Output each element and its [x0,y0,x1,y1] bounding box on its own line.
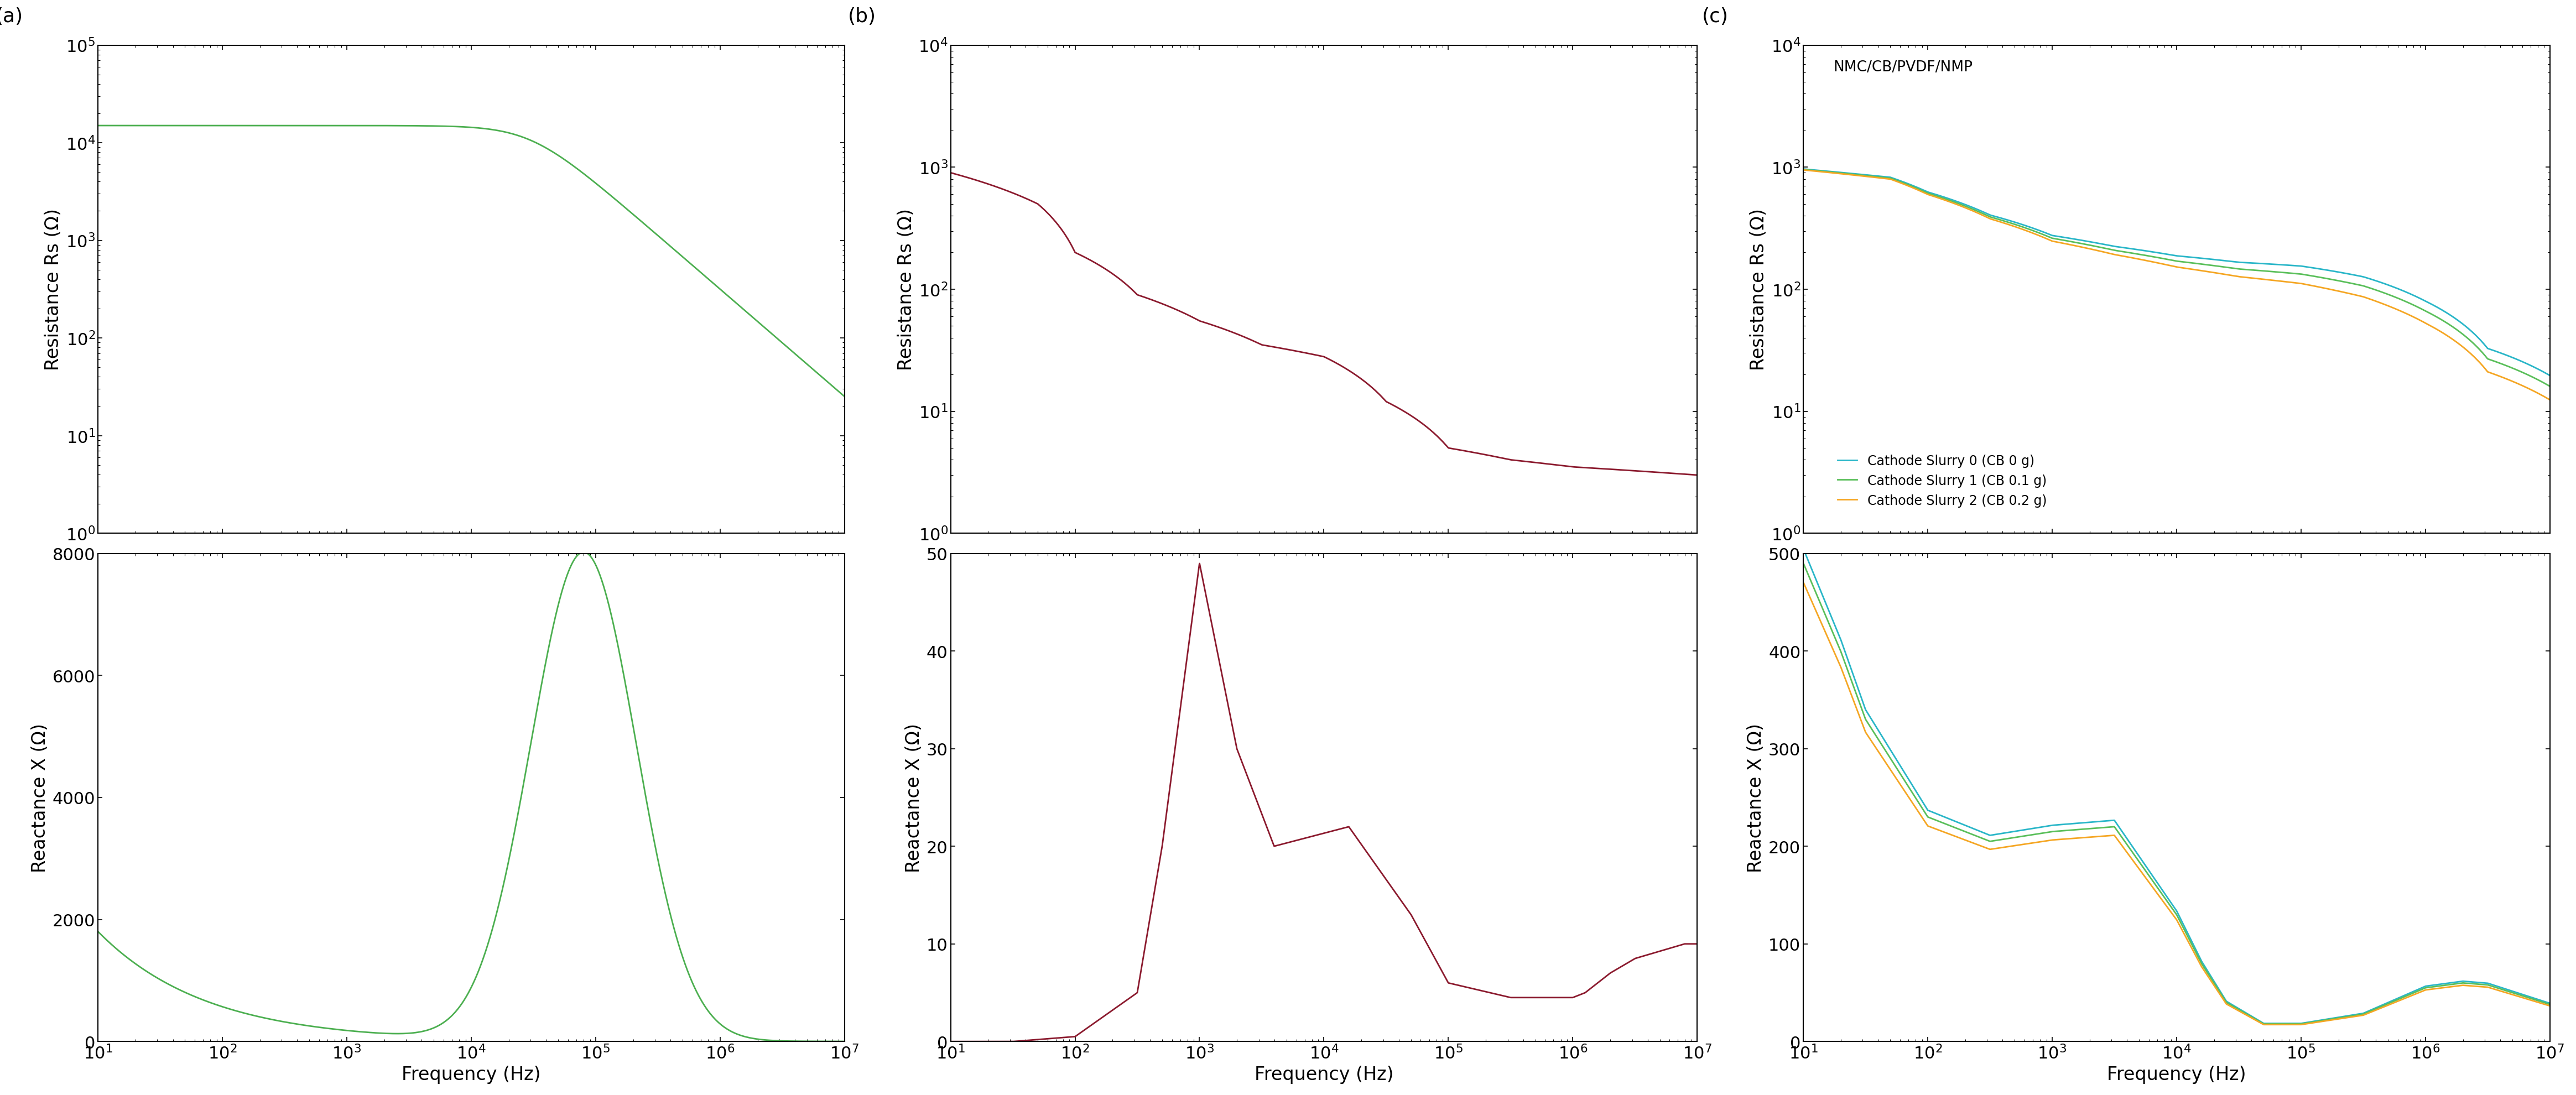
Y-axis label: Resistance Rs (Ω): Resistance Rs (Ω) [44,209,62,370]
Cathode Slurry 0 (CB 0 g) [2074,235,2105,249]
Cathode Slurry 1 (CB 0.1 g) [2074,239,2105,252]
X-axis label: Frequency (Hz): Frequency (Hz) [2107,1065,2246,1083]
Cathode Slurry 1 (CB 0.1 g) [1788,163,1819,176]
Cathode Slurry 2 (CB 0.2 g) [1788,164,1819,177]
Text: (c): (c) [1703,8,1728,26]
Line: Cathode Slurry 2 (CB 0.2 g): Cathode Slurry 2 (CB 0.2 g) [1803,171,2550,400]
X-axis label: Frequency (Hz): Frequency (Hz) [402,1065,541,1083]
Cathode Slurry 0 (CB 0 g) [2439,312,2470,325]
Cathode Slurry 0 (CB 0 g) [2107,241,2138,254]
Cathode Slurry 1 (CB 0.1 g) [2535,380,2566,393]
Y-axis label: Reactance X (Ω): Reactance X (Ω) [31,723,49,873]
Legend: Cathode Slurry 0 (CB 0 g), Cathode Slurry 1 (CB 0.1 g), Cathode Slurry 2 (CB 0.2: Cathode Slurry 0 (CB 0 g), Cathode Slurr… [1832,449,2053,512]
Cathode Slurry 2 (CB 0.2 g) [1917,189,1947,203]
Line: Cathode Slurry 0 (CB 0 g): Cathode Slurry 0 (CB 0 g) [1803,170,2550,376]
Cathode Slurry 1 (CB 0.1 g) [2107,245,2138,258]
Line: Cathode Slurry 1 (CB 0.1 g): Cathode Slurry 1 (CB 0.1 g) [1803,170,2550,387]
Cathode Slurry 1 (CB 0.1 g) [1873,172,1904,185]
Cathode Slurry 0 (CB 0 g) [1873,171,1904,184]
Cathode Slurry 1 (CB 0.1 g) [1917,188,1947,201]
Cathode Slurry 0 (CB 0 g) [2519,361,2550,374]
Y-axis label: Resistance Rs (Ω): Resistance Rs (Ω) [1749,209,1767,370]
Y-axis label: Reactance X (Ω): Reactance X (Ω) [904,723,922,873]
Cathode Slurry 0 (CB 0 g) [1788,163,1819,176]
Cathode Slurry 2 (CB 0.2 g) [2535,393,2566,406]
Cathode Slurry 0 (CB 0 g) [1917,187,1947,200]
X-axis label: Frequency (Hz): Frequency (Hz) [1255,1065,1394,1083]
Cathode Slurry 2 (CB 0.2 g) [2074,243,2105,256]
Cathode Slurry 0 (CB 0 g) [2535,369,2566,382]
Y-axis label: Reactance X (Ω): Reactance X (Ω) [1747,723,1765,873]
Cathode Slurry 2 (CB 0.2 g) [2107,250,2138,263]
Cathode Slurry 2 (CB 0.2 g) [2519,385,2550,399]
Cathode Slurry 1 (CB 0.1 g) [2439,322,2470,335]
Cathode Slurry 2 (CB 0.2 g) [2439,335,2470,348]
Cathode Slurry 1 (CB 0.1 g) [2519,372,2550,385]
Y-axis label: Resistance Rs (Ω): Resistance Rs (Ω) [896,209,914,370]
Text: NMC/CB/PVDF/NMP: NMC/CB/PVDF/NMP [1834,60,1973,74]
Cathode Slurry 2 (CB 0.2 g) [1873,173,1904,186]
Text: (b): (b) [848,8,876,26]
Text: (a): (a) [0,8,23,26]
